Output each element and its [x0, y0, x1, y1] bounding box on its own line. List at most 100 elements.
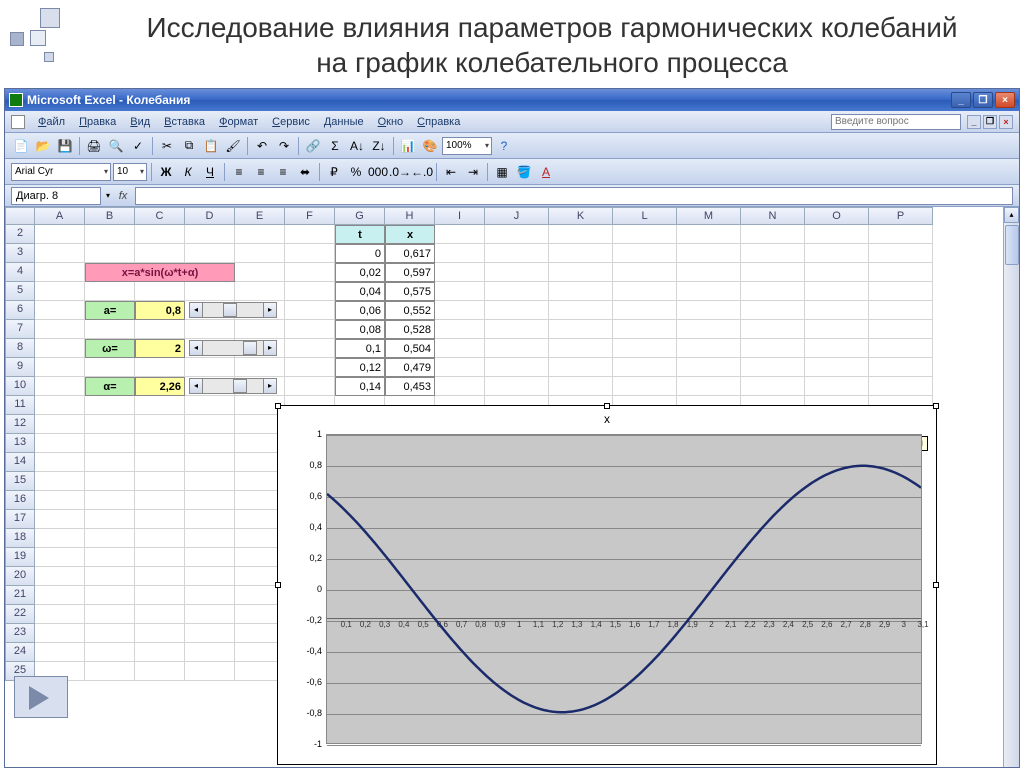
cell-P10[interactable]: [869, 377, 933, 396]
cell-J7[interactable]: [485, 320, 549, 339]
col-header-D[interactable]: D: [185, 207, 235, 225]
cell-I10[interactable]: [435, 377, 485, 396]
cell-O2[interactable]: [805, 225, 869, 244]
cell-F3[interactable]: [285, 244, 335, 263]
cell-F7[interactable]: [285, 320, 335, 339]
cell-M5[interactable]: [677, 282, 741, 301]
row-header-8[interactable]: 8: [5, 339, 35, 358]
cell-H9[interactable]: 0,479: [385, 358, 435, 377]
cell-B19[interactable]: [85, 548, 135, 567]
cell-M7[interactable]: [677, 320, 741, 339]
next-slide-button[interactable]: [14, 676, 68, 718]
cell-C16[interactable]: [135, 491, 185, 510]
cell-H6[interactable]: 0,552: [385, 301, 435, 320]
cell-H2[interactable]: x: [385, 225, 435, 244]
cell-D2[interactable]: [185, 225, 235, 244]
cell-A17[interactable]: [35, 510, 85, 529]
col-header-B[interactable]: B: [85, 207, 135, 225]
cell-A16[interactable]: [35, 491, 85, 510]
row-header-18[interactable]: 18: [5, 529, 35, 548]
cell-N2[interactable]: [741, 225, 805, 244]
row-header-16[interactable]: 16: [5, 491, 35, 510]
cell-J9[interactable]: [485, 358, 549, 377]
cell-O10[interactable]: [805, 377, 869, 396]
cell-D5[interactable]: [185, 282, 235, 301]
cell-B8[interactable]: ω=: [85, 339, 135, 358]
row-header-13[interactable]: 13: [5, 434, 35, 453]
cell-N9[interactable]: [741, 358, 805, 377]
cell-N3[interactable]: [741, 244, 805, 263]
cell-D13[interactable]: [185, 434, 235, 453]
doc-restore-button[interactable]: ❐: [983, 115, 997, 129]
menu-Правка[interactable]: Правка: [72, 114, 123, 130]
cell-O9[interactable]: [805, 358, 869, 377]
cell-G2[interactable]: t: [335, 225, 385, 244]
cell-M3[interactable]: [677, 244, 741, 263]
cell-D14[interactable]: [185, 453, 235, 472]
zoom-combo[interactable]: 100%: [442, 137, 492, 155]
cell-B23[interactable]: [85, 624, 135, 643]
cell-G9[interactable]: 0,12: [335, 358, 385, 377]
inc-indent-icon[interactable]: ⇥: [463, 162, 483, 182]
cell-M9[interactable]: [677, 358, 741, 377]
cell-G6[interactable]: 0,06: [335, 301, 385, 320]
cell-A8[interactable]: [35, 339, 85, 358]
doc-minimize-button[interactable]: _: [967, 115, 981, 129]
cell-K8[interactable]: [549, 339, 613, 358]
cell-A13[interactable]: [35, 434, 85, 453]
cell-D16[interactable]: [185, 491, 235, 510]
cell-A12[interactable]: [35, 415, 85, 434]
menu-Формат[interactable]: Формат: [212, 114, 265, 130]
cell-B15[interactable]: [85, 472, 135, 491]
cell-H7[interactable]: 0,528: [385, 320, 435, 339]
cell-F6[interactable]: [285, 301, 335, 320]
cell-C8[interactable]: 2: [135, 339, 185, 358]
cell-E2[interactable]: [235, 225, 285, 244]
cell-A4[interactable]: [35, 263, 85, 282]
cell-K3[interactable]: [549, 244, 613, 263]
menu-Окно[interactable]: Окно: [371, 114, 411, 130]
cell-A11[interactable]: [35, 396, 85, 415]
cell-O7[interactable]: [805, 320, 869, 339]
inc-decimal-icon[interactable]: .0→: [390, 162, 410, 182]
cell-D21[interactable]: [185, 586, 235, 605]
cell-L9[interactable]: [613, 358, 677, 377]
cell-A20[interactable]: [35, 567, 85, 586]
cell-N6[interactable]: [741, 301, 805, 320]
cell-F5[interactable]: [285, 282, 335, 301]
row-header-10[interactable]: 10: [5, 377, 35, 396]
cell-B18[interactable]: [85, 529, 135, 548]
col-header-M[interactable]: M: [677, 207, 741, 225]
col-header-G[interactable]: G: [335, 207, 385, 225]
cell-B16[interactable]: [85, 491, 135, 510]
doc-close-button[interactable]: ×: [999, 115, 1013, 129]
cell-A22[interactable]: [35, 605, 85, 624]
select-all-corner[interactable]: [5, 207, 35, 225]
sort-asc-icon[interactable]: A↓: [347, 136, 367, 156]
align-right-icon[interactable]: ≡: [273, 162, 293, 182]
col-header-H[interactable]: H: [385, 207, 435, 225]
paste-icon[interactable]: 📋: [201, 136, 221, 156]
menu-Сервис[interactable]: Сервис: [265, 114, 317, 130]
preview-icon[interactable]: 🔍: [106, 136, 126, 156]
cell-L8[interactable]: [613, 339, 677, 358]
cell-B22[interactable]: [85, 605, 135, 624]
cell-B25[interactable]: [85, 662, 135, 681]
percent-icon[interactable]: %: [346, 162, 366, 182]
cell-G10[interactable]: 0,14: [335, 377, 385, 396]
cell-B13[interactable]: [85, 434, 135, 453]
cell-I7[interactable]: [435, 320, 485, 339]
fill-color-icon[interactable]: 🪣: [514, 162, 534, 182]
cell-B9[interactable]: [85, 358, 135, 377]
row-header-4[interactable]: 4: [5, 263, 35, 282]
row-header-15[interactable]: 15: [5, 472, 35, 491]
dec-decimal-icon[interactable]: ←.0: [412, 162, 432, 182]
cell-O6[interactable]: [805, 301, 869, 320]
cell-M6[interactable]: [677, 301, 741, 320]
cell-A2[interactable]: [35, 225, 85, 244]
cell-D11[interactable]: [185, 396, 235, 415]
name-box[interactable]: [11, 187, 101, 205]
row-header-7[interactable]: 7: [5, 320, 35, 339]
cell-D19[interactable]: [185, 548, 235, 567]
drawing-icon[interactable]: 🎨: [420, 136, 440, 156]
